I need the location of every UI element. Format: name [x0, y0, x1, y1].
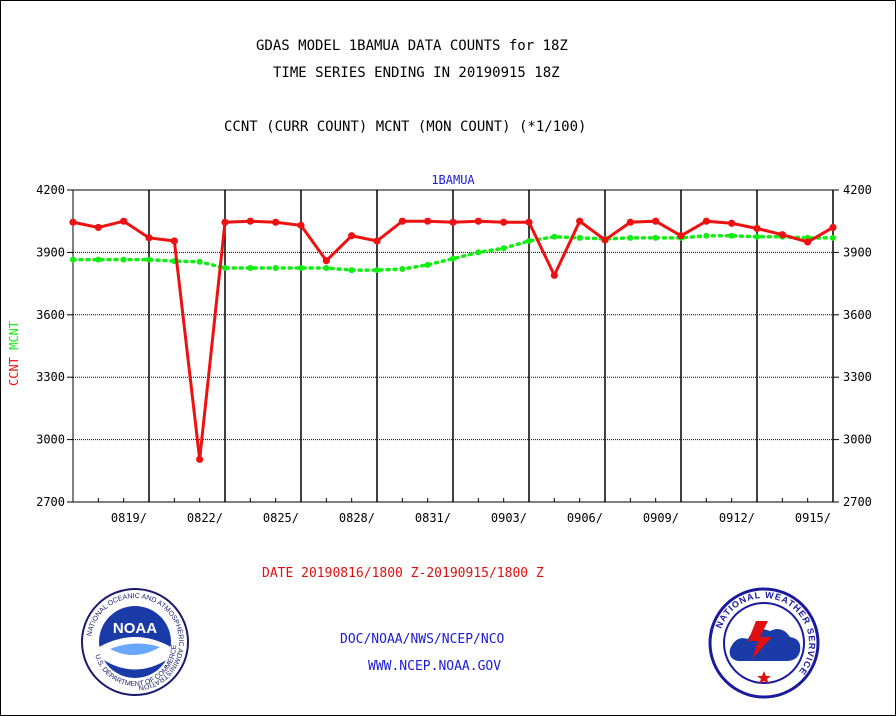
- data-point-ccnt: [500, 218, 508, 226]
- data-point-ccnt: [94, 223, 102, 232]
- y-tick-label-right: 2700: [843, 495, 872, 509]
- data-point-mcnt: [374, 267, 380, 274]
- x-tick-label: 0825/: [263, 511, 299, 525]
- y-tick-label-left: 3900: [36, 245, 65, 259]
- data-point-ccnt: [69, 218, 77, 226]
- x-tick-label: 0828/: [339, 511, 375, 525]
- noaa-logo: NOAA NATIONAL OCEANIC AND ATMOSPHERIC AD…: [81, 588, 189, 696]
- data-point-mcnt: [703, 232, 710, 239]
- data-point-mcnt: [526, 237, 532, 244]
- data-point-ccnt: [702, 217, 710, 225]
- data-point-mcnt: [120, 256, 127, 263]
- data-point-mcnt: [450, 255, 456, 262]
- data-point-mcnt: [298, 265, 304, 271]
- data-point-ccnt: [804, 238, 812, 246]
- data-point-ccnt: [652, 217, 660, 225]
- data-point-ccnt: [272, 218, 280, 226]
- data-point-ccnt: [778, 231, 786, 239]
- data-point-mcnt: [247, 265, 254, 271]
- data-point-mcnt: [424, 261, 431, 268]
- data-point-ccnt: [373, 237, 381, 245]
- y-axis-label-ccnt: CCNT: [7, 350, 21, 386]
- data-point-mcnt: [70, 256, 76, 263]
- data-point-ccnt: [221, 218, 229, 226]
- data-point-ccnt: [474, 217, 482, 225]
- data-point-mcnt: [830, 234, 836, 241]
- y-tick-label-right: 3600: [843, 308, 872, 322]
- data-point-mcnt: [475, 249, 482, 256]
- data-point-ccnt: [449, 218, 457, 226]
- url-label: WWW.NCEP.NOAA.GOV: [368, 659, 502, 674]
- data-point-mcnt: [323, 265, 330, 271]
- data-point-ccnt: [322, 257, 330, 265]
- y-tick-label-right: 3000: [843, 433, 872, 447]
- data-point-ccnt: [170, 237, 178, 245]
- data-point-mcnt: [196, 258, 203, 265]
- y-tick-label-right: 4200: [843, 183, 872, 197]
- data-point-ccnt: [601, 236, 609, 244]
- data-point-mcnt: [728, 232, 735, 239]
- data-point-ccnt: [348, 232, 356, 240]
- data-point-ccnt: [424, 217, 432, 225]
- data-point-ccnt: [525, 218, 533, 226]
- data-point-ccnt: [297, 221, 305, 229]
- x-tick-label: 0831/: [415, 511, 451, 525]
- org-label: DOC/NOAA/NWS/NCEP/NCO: [340, 632, 505, 647]
- data-point-ccnt: [398, 217, 406, 225]
- data-point-mcnt: [627, 234, 634, 241]
- data-point-mcnt: [754, 233, 760, 240]
- y-tick-label-left: 3300: [36, 370, 65, 384]
- data-point-ccnt: [677, 232, 685, 240]
- y-tick-label-left: 3600: [36, 308, 65, 322]
- x-tick-label: 0906/: [567, 511, 603, 525]
- y-axis-label-mcnt: MCNT: [7, 321, 21, 350]
- data-point-ccnt: [576, 217, 584, 225]
- data-point-ccnt: [246, 217, 254, 225]
- data-point-mcnt: [652, 234, 659, 241]
- y-tick-label-right: 3900: [843, 245, 872, 259]
- x-tick-label: 0903/: [491, 511, 527, 525]
- y-tick-label-right: 3300: [843, 370, 872, 384]
- data-point-mcnt: [399, 266, 406, 273]
- data-point-mcnt: [348, 267, 355, 274]
- y-tick-label-left: 3000: [36, 433, 65, 447]
- y-tick-label-left: 2700: [36, 495, 65, 509]
- data-point-ccnt: [728, 219, 736, 227]
- data-point-ccnt: [550, 271, 558, 279]
- data-point-ccnt: [120, 217, 128, 225]
- data-point-ccnt: [196, 455, 204, 463]
- x-tick-label: 0912/: [719, 511, 755, 525]
- x-tick-label: 0915/: [795, 511, 831, 525]
- y-axis-label: CCNT MCNT: [7, 321, 21, 386]
- data-point-ccnt: [829, 223, 837, 232]
- data-point-ccnt: [145, 234, 153, 242]
- chart-heading-line2: TIME SERIES ENDING IN 20190915 18Z: [273, 65, 560, 81]
- x-tick-label: 0822/: [187, 511, 223, 525]
- chart-heading-line3: CCNT (CURR COUNT) MCNT (MON COUNT) (*1/1…: [224, 119, 587, 135]
- nws-logo: NATIONAL WEATHER SERVICE: [708, 587, 820, 699]
- chart-title: 1BAMUA: [431, 173, 475, 187]
- data-point-ccnt: [626, 218, 634, 226]
- x-tick-label: 0819/: [111, 511, 147, 525]
- data-point-mcnt: [222, 265, 228, 271]
- chart-heading-line1: GDAS MODEL 1BAMUA DATA COUNTS for 18Z: [256, 38, 568, 54]
- date-range-label: DATE 20190816/1800 Z-20190915/1800 Z: [262, 566, 544, 581]
- y-tick-label-left: 4200: [36, 183, 65, 197]
- data-point-mcnt: [95, 256, 102, 263]
- x-tick-label: 0909/: [643, 511, 679, 525]
- data-point-mcnt: [146, 256, 152, 263]
- data-point-mcnt: [272, 265, 279, 271]
- data-point-mcnt: [551, 233, 558, 240]
- data-point-ccnt: [753, 224, 761, 233]
- data-point-mcnt: [576, 234, 583, 241]
- noaa-logo-text: NOAA: [113, 620, 157, 637]
- data-point-mcnt: [500, 245, 507, 252]
